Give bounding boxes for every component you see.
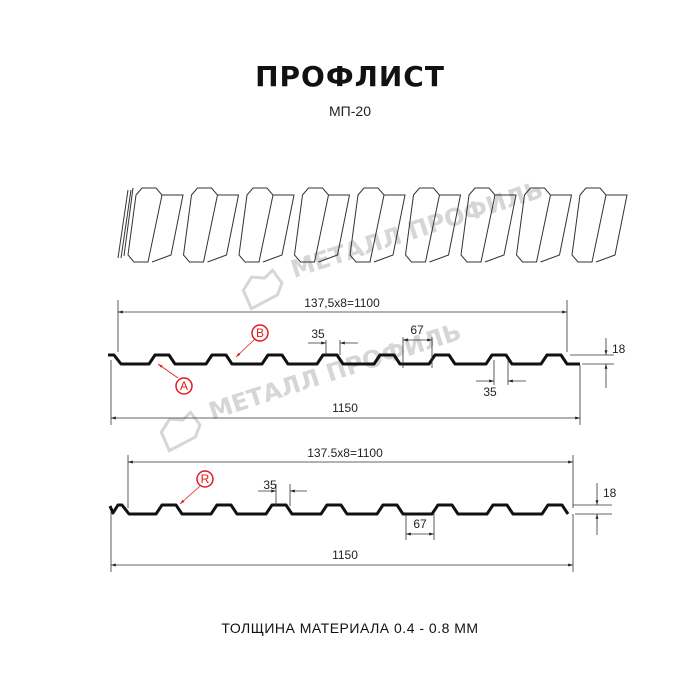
dimension-height: 18	[612, 342, 626, 356]
sheet-edge	[207, 194, 240, 263]
material-thickness: ТОЛЩИНА МАТЕРИАЛА 0.4 - 0.8 ММ	[221, 620, 479, 636]
dimension-width-useful: 137,5x8=1100	[304, 296, 380, 310]
logo-icon	[159, 409, 202, 453]
svg-text:R: R	[201, 472, 210, 486]
sheet-edge	[571, 187, 607, 263]
marker-r: R	[179, 470, 214, 505]
marker-b: B	[235, 324, 269, 358]
dimension-width-useful: 137.5x8=1100	[307, 446, 383, 460]
model-subtitle: МП-20	[329, 103, 371, 119]
sheet-edge	[120, 189, 132, 259]
sheet-edge	[238, 187, 274, 263]
dimension-width-total: 1150	[332, 401, 358, 415]
dimension-width-total: 1150	[332, 548, 358, 562]
svg-text:B: B	[256, 326, 264, 340]
sheet-edge	[318, 194, 351, 263]
profile-a-line	[108, 353, 580, 366]
profile-b: 137.5x8=1100 1150 35 67 18 R	[108, 446, 617, 572]
sheet-edge	[595, 194, 628, 263]
sheet-edge	[182, 187, 219, 263]
logo-icon	[241, 267, 284, 311]
dimension-rib-top: 35	[263, 478, 277, 492]
sheet-edge	[293, 187, 330, 263]
sheet-edge	[460, 187, 496, 263]
dimension-rib-top: 35	[311, 327, 325, 341]
sheet-edge	[429, 194, 462, 263]
sheet-edge	[515, 187, 552, 263]
sheet-edge	[123, 187, 134, 257]
svg-text:A: A	[180, 379, 188, 393]
sheet-edge	[117, 189, 129, 259]
sheet-edge	[484, 194, 517, 263]
sheet-edge	[349, 187, 385, 263]
dimension-rib-gap: 67	[413, 517, 427, 531]
dimension-rib-gap: 67	[410, 323, 424, 337]
sheet-edge	[404, 187, 441, 263]
page-title: ПРОФЛИСТ	[255, 60, 445, 93]
marker-a: A	[157, 363, 193, 395]
sheet-edge	[540, 194, 573, 263]
profile-b-line	[108, 503, 570, 516]
sheet-edge	[262, 194, 295, 263]
dimension-height: 18	[603, 486, 617, 500]
profile-a: 137,5x8=1100 1150 35 67 35 18 A B	[108, 296, 626, 425]
sheet-edge	[151, 194, 184, 263]
dimension-rib-bottom: 35	[483, 385, 497, 399]
sheet-3d-view	[117, 187, 628, 263]
sheet-edge	[373, 194, 406, 263]
sheet-edge	[127, 187, 163, 263]
